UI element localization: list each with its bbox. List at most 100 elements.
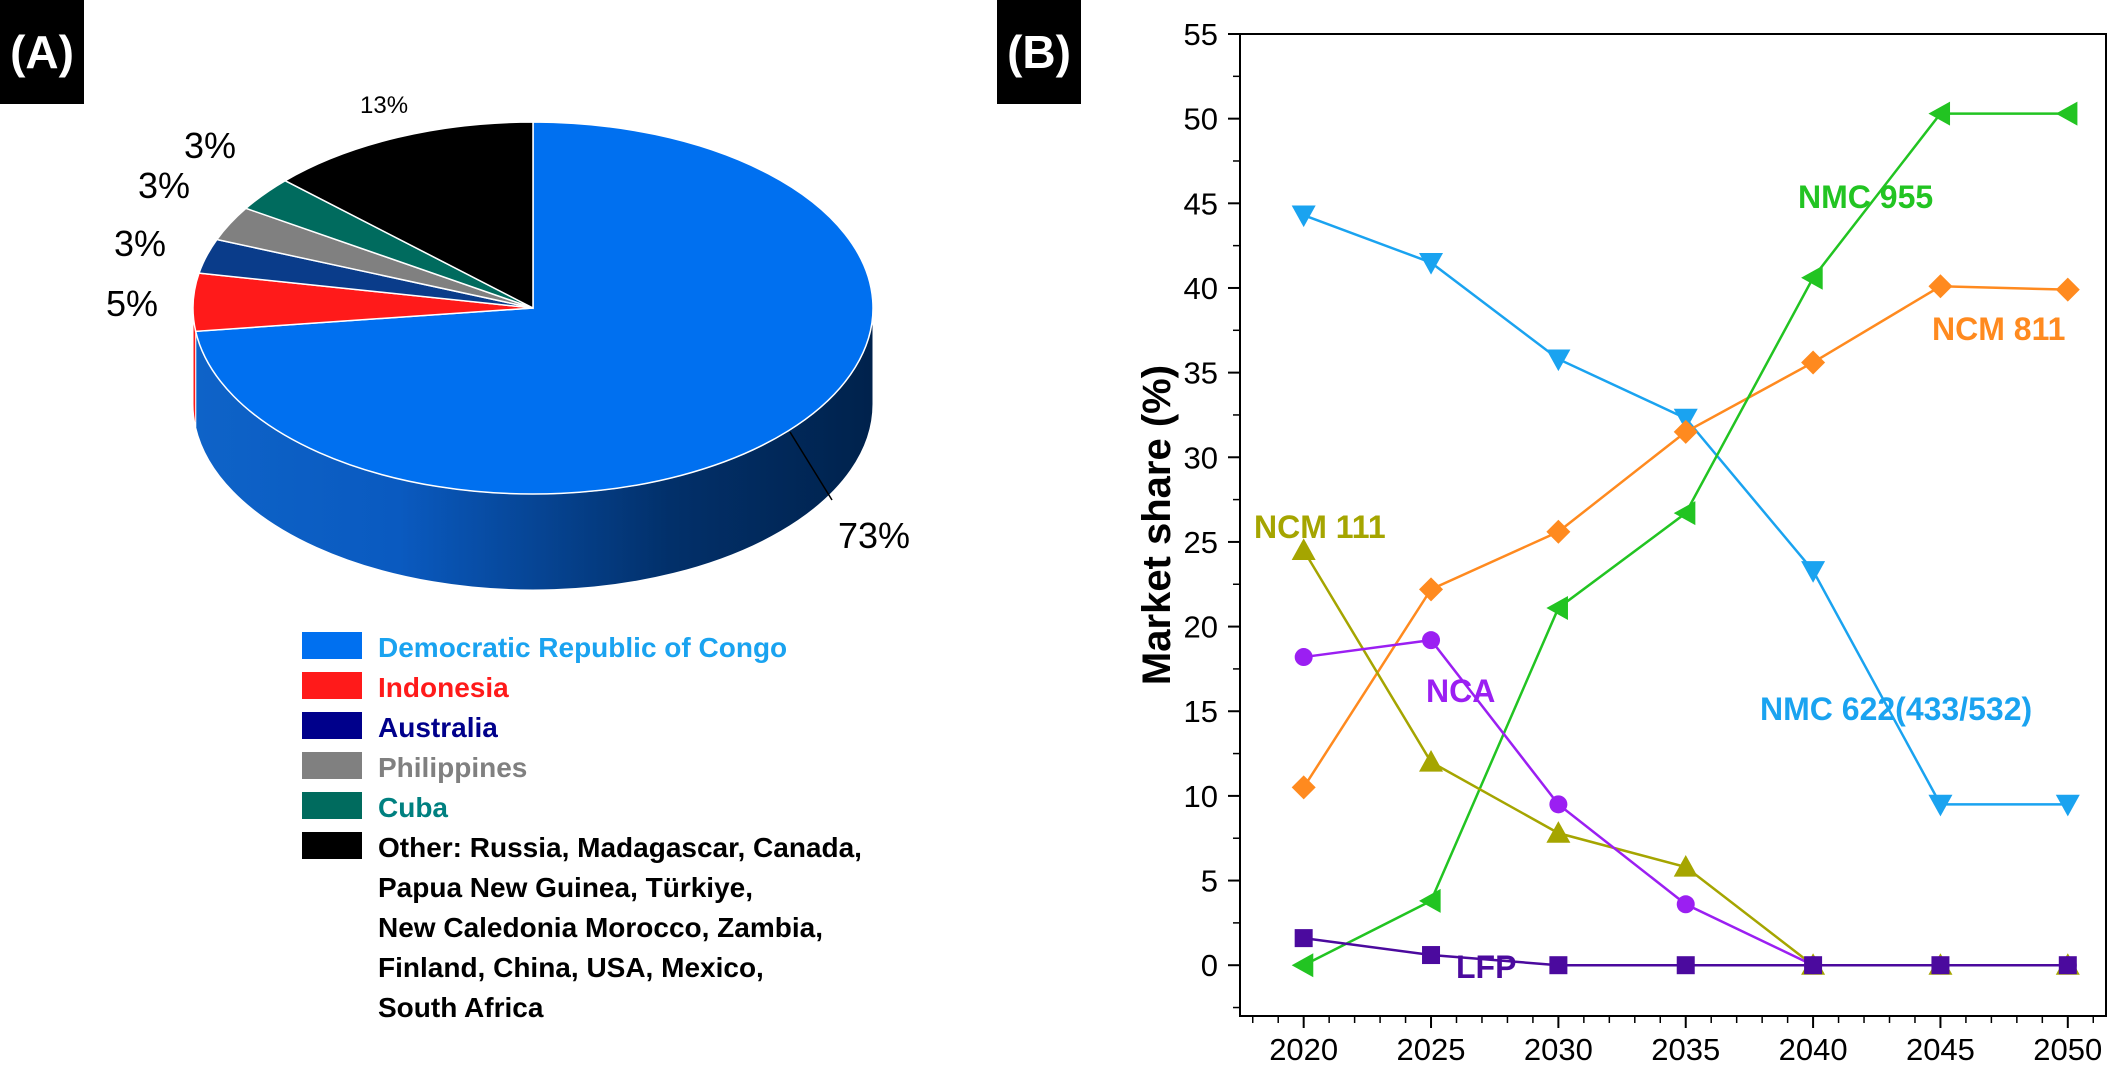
data-point: [1931, 956, 1950, 975]
data-point: [1673, 501, 1696, 526]
series-line: [1303, 112, 2068, 967]
legend-item-cuba: Cuba: [302, 788, 862, 828]
legend-label-australia: Australia: [378, 712, 498, 743]
data-point: [1804, 956, 1823, 975]
data-point: [1673, 855, 1698, 877]
pie-slice-congo: [194, 121, 874, 495]
pie-label-cuba: 3%: [184, 125, 236, 166]
data-point: [1546, 519, 1571, 544]
x-tick-label: 2050: [2033, 1032, 2102, 1067]
legend-swatch-congo: [302, 632, 362, 659]
legend-label-cuba: Cuba: [378, 792, 448, 823]
legend-label-indonesia: Indonesia: [378, 672, 509, 703]
y-tick-label: 55: [1184, 17, 1218, 52]
legend-other-continued-line: South Africa: [378, 992, 544, 1023]
data-point: [1546, 595, 1568, 620]
data-point: [1801, 953, 1826, 975]
data-point: [1549, 956, 1568, 975]
data-point: [1804, 956, 1823, 975]
y-tick-label: 10: [1184, 779, 1218, 814]
panel-b-tag: (B): [997, 0, 1081, 104]
data-point: [2055, 101, 2078, 126]
y-tick-label: 20: [1184, 610, 1218, 645]
pie-chart: 73%5%3%3%3%13%: [106, 92, 910, 591]
y-tick-label: 50: [1184, 102, 1218, 137]
data-point: [1676, 956, 1695, 975]
data-point: [1291, 775, 1316, 800]
pie-label-philippines: 3%: [138, 165, 190, 206]
data-point: [1928, 101, 1951, 126]
pie-slice-other: [283, 121, 534, 310]
data-point: [2058, 956, 2077, 975]
data-point: [1549, 795, 1568, 814]
legend-item-other: Other: Russia, Madagascar, Canada,: [302, 828, 862, 868]
series-label: LFP: [1456, 949, 1516, 985]
y-tick-label: 30: [1184, 440, 1218, 475]
data-point: [1928, 794, 1953, 817]
series-line: [1302, 285, 2068, 789]
series-label: NCM 811: [1932, 311, 2065, 347]
legend-item-indonesia: Indonesia: [302, 668, 862, 708]
data-point: [1931, 956, 1950, 975]
legend-swatch-other: [302, 832, 362, 859]
data-point: [1546, 349, 1571, 372]
legend-item-philippines: Philippines: [302, 748, 862, 788]
data-point: [1928, 274, 1953, 299]
series-label: NMC 622(433/532): [1760, 691, 2032, 727]
data-point: [1801, 561, 1826, 583]
series-line: [1302, 549, 2068, 967]
data-point: [1546, 821, 1571, 843]
legend-other-continued-line: Papua New Guinea, Türkiye,: [378, 872, 754, 903]
y-axis-label: Market share (%): [1135, 365, 1179, 685]
data-point: [2058, 956, 2077, 975]
data-point: [2055, 277, 2080, 302]
series-line: [1303, 213, 2068, 806]
data-point: [1291, 205, 1316, 228]
y-tick-label: 0: [1201, 948, 1218, 983]
panel-a-tag: (A): [0, 0, 84, 104]
data-point: [1419, 750, 1444, 772]
x-tick-label: 2030: [1524, 1032, 1593, 1067]
x-tick-label: 2035: [1651, 1032, 1720, 1067]
series-line: [1303, 936, 2068, 967]
pie-legend: Democratic Republic of Congo Indonesia Aus…: [302, 628, 862, 1028]
y-tick-label: 40: [1184, 271, 1218, 306]
data-point: [1422, 631, 1441, 650]
y-tick-label: 35: [1184, 356, 1218, 391]
data-point: [2055, 953, 2080, 975]
legend-item-congo: Democratic Republic of Congo: [302, 628, 862, 668]
series-label: NCA: [1426, 673, 1495, 709]
data-point: [1801, 265, 1823, 290]
legend-item-australia: Australia: [302, 708, 862, 748]
data-point: [1422, 946, 1441, 965]
pie-label-indonesia: 5%: [106, 283, 158, 324]
legend-label-other: Other: Russia, Madagascar, Canada,: [378, 832, 862, 863]
data-point: [1294, 648, 1313, 667]
legend-label-congo: Democratic Republic of Congo: [378, 632, 788, 663]
y-tick-label: 15: [1184, 694, 1218, 729]
plot-frame: [1239, 33, 2107, 1017]
pie-label-other: 13%: [360, 92, 408, 119]
data-point: [1291, 953, 1314, 978]
y-tick-label: 25: [1184, 525, 1218, 560]
y-tick-label: 5: [1201, 864, 1218, 899]
pie-label-australia: 3%: [114, 223, 166, 264]
x-tick-label: 2020: [1269, 1032, 1338, 1067]
x-tick-label: 2045: [1906, 1032, 1975, 1067]
legend-other-continued-line: Finland, China, USA, Mexico,: [378, 952, 764, 983]
legend-swatch-australia: [302, 712, 362, 739]
data-point: [1673, 408, 1698, 431]
data-point: [1294, 929, 1313, 948]
series-label: NMC 955: [1798, 179, 1933, 215]
legend-swatch-philippines: [302, 752, 362, 779]
data-point: [1673, 419, 1698, 444]
data-point: [1419, 252, 1444, 275]
data-point: [1928, 953, 1953, 975]
legend-swatch-cuba: [302, 792, 362, 819]
data-point: [1291, 538, 1316, 560]
legend-label-philippines: Philippines: [378, 752, 528, 783]
data-point: [1419, 577, 1444, 602]
y-tick-label: 45: [1184, 186, 1218, 221]
legend-other-continued-line: New Caledonia Morocco, Zambia,: [378, 912, 823, 943]
x-tick-label: 2040: [1779, 1032, 1848, 1067]
